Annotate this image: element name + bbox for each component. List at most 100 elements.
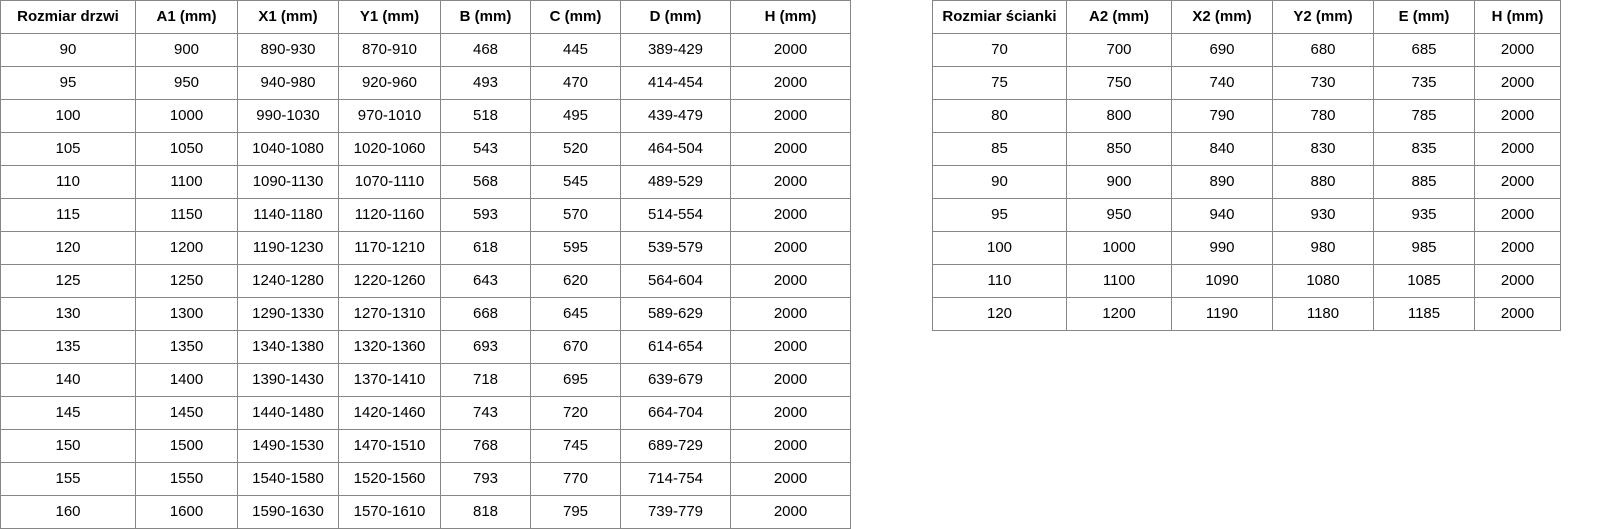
table-cell: 695	[530, 363, 621, 397]
table-cell: 1180	[1272, 297, 1374, 331]
table-cell: 130	[0, 297, 136, 331]
table-cell: 125	[0, 264, 136, 298]
table-cell: 1340-1380	[237, 330, 339, 364]
table-cell: 1190	[1171, 297, 1273, 331]
table-cell: 735	[1373, 66, 1475, 100]
door-column-header: D (mm)	[620, 0, 731, 34]
table-cell: 620	[530, 264, 621, 298]
table-cell: 389-429	[620, 33, 731, 67]
table-cell: 1570-1610	[338, 495, 441, 529]
table-cell: 790	[1171, 99, 1273, 133]
table-cell: 940	[1171, 198, 1273, 232]
table-cell: 1200	[135, 231, 238, 265]
table-cell: 1590-1630	[237, 495, 339, 529]
table-cell: 150	[0, 429, 136, 463]
table-cell: 493	[440, 66, 531, 100]
table-cell: 1090-1130	[237, 165, 339, 199]
table-cell: 885	[1373, 165, 1475, 199]
table-cell: 1200	[1066, 297, 1172, 331]
table-cell: 1350	[135, 330, 238, 364]
door-table-body: 90 900 890-930 870-910 468 445 389-429 2000 95 95…	[0, 33, 851, 529]
table-cell: 700	[1066, 33, 1172, 67]
table-cell: 2000	[730, 462, 851, 496]
spec-sheet: Rozmiar drzwi A1 (mm) X1 (mm) Y1 (mm) B (mm)…	[0, 0, 1561, 529]
table-row: 75 750 740 730 735 2000	[932, 66, 1561, 100]
wall-size-table: Rozmiar ścianki A2 (mm) X2 (mm) Y2 (mm) E (m…	[932, 0, 1561, 331]
table-row: 130 1300 1290-1330 1270-1310 668 645 589-629 20…	[0, 297, 851, 331]
table-row: 70 700 690 680 685 2000	[932, 33, 1561, 67]
table-cell: 95	[932, 198, 1067, 232]
table-cell: 639-679	[620, 363, 731, 397]
table-cell: 1440-1480	[237, 396, 339, 430]
table-cell: 100	[932, 231, 1067, 265]
table-cell: 1100	[135, 165, 238, 199]
wall-column-header: Y2 (mm)	[1272, 0, 1374, 34]
table-row: 110 1100 1090-1130 1070-1110 568 545 489-529 20…	[0, 165, 851, 199]
table-cell: 80	[932, 99, 1067, 133]
table-row: 90 900 890-930 870-910 468 445 389-429 2000	[0, 33, 851, 67]
table-cell: 520	[530, 132, 621, 166]
table-cell: 1020-1060	[338, 132, 441, 166]
table-cell: 930	[1272, 198, 1374, 232]
table-cell: 1050	[135, 132, 238, 166]
table-cell: 120	[0, 231, 136, 265]
table-row: 135 1350 1340-1380 1320-1360 693 670 614-654 20…	[0, 330, 851, 364]
table-cell: 935	[1373, 198, 1475, 232]
table-row: 150 1500 1490-1530 1470-1510 768 745 689-729 20…	[0, 429, 851, 463]
wall-table-body: 70 700 690 680 685 2000 75 750 740 730 735 2000 80 80…	[932, 33, 1561, 331]
table-cell: 135	[0, 330, 136, 364]
table-cell: 85	[932, 132, 1067, 166]
door-column-header: X1 (mm)	[237, 0, 339, 34]
table-cell: 670	[530, 330, 621, 364]
table-cell: 115	[0, 198, 136, 232]
table-cell: 1170-1210	[338, 231, 441, 265]
table-cell: 618	[440, 231, 531, 265]
table-cell: 70	[932, 33, 1067, 67]
table-cell: 870-910	[338, 33, 441, 67]
table-cell: 564-604	[620, 264, 731, 298]
table-cell: 2000	[730, 165, 851, 199]
table-cell: 2000	[1474, 165, 1561, 199]
table-cell: 1000	[135, 99, 238, 133]
table-cell: 470	[530, 66, 621, 100]
table-cell: 1080	[1272, 264, 1374, 298]
table-cell: 1420-1460	[338, 396, 441, 430]
table-cell: 770	[530, 462, 621, 496]
table-cell: 745	[530, 429, 621, 463]
table-cell: 785	[1373, 99, 1475, 133]
table-cell: 543	[440, 132, 531, 166]
door-column-header: A1 (mm)	[135, 0, 238, 34]
table-cell: 900	[135, 33, 238, 67]
door-column-header: Y1 (mm)	[338, 0, 441, 34]
table-cell: 1370-1410	[338, 363, 441, 397]
table-cell: 568	[440, 165, 531, 199]
table-cell: 830	[1272, 132, 1374, 166]
table-cell: 739-779	[620, 495, 731, 529]
table-row: 120 1200 1190 1180 1185 2000	[932, 297, 1561, 331]
table-cell: 1085	[1373, 264, 1475, 298]
table-cell: 780	[1272, 99, 1374, 133]
wall-column-header: X2 (mm)	[1171, 0, 1273, 34]
table-cell: 890	[1171, 165, 1273, 199]
table-cell: 2000	[730, 363, 851, 397]
table-cell: 714-754	[620, 462, 731, 496]
table-cell: 414-454	[620, 66, 731, 100]
table-cell: 468	[440, 33, 531, 67]
table-cell: 1120-1160	[338, 198, 441, 232]
door-size-table: Rozmiar drzwi A1 (mm) X1 (mm) Y1 (mm) B (mm)…	[0, 0, 851, 529]
table-cell: 110	[932, 264, 1067, 298]
door-column-header: H (mm)	[730, 0, 851, 34]
table-cell: 1600	[135, 495, 238, 529]
table-cell: 145	[0, 396, 136, 430]
wall-table-header: Rozmiar ścianki A2 (mm) X2 (mm) Y2 (mm) E (m…	[932, 0, 1561, 34]
table-cell: 985	[1373, 231, 1475, 265]
door-column-header: Rozmiar drzwi	[0, 0, 136, 34]
table-cell: 110	[0, 165, 136, 199]
table-cell: 1090	[1171, 264, 1273, 298]
table-cell: 2000	[730, 330, 851, 364]
table-cell: 750	[1066, 66, 1172, 100]
table-cell: 990-1030	[237, 99, 339, 133]
table-row: 145 1450 1440-1480 1420-1460 743 720 664-704 20…	[0, 396, 851, 430]
table-row: 140 1400 1390-1430 1370-1410 718 695 639-679 20…	[0, 363, 851, 397]
table-row: 120 1200 1190-1230 1170-1210 618 595 539-579 20…	[0, 231, 851, 265]
